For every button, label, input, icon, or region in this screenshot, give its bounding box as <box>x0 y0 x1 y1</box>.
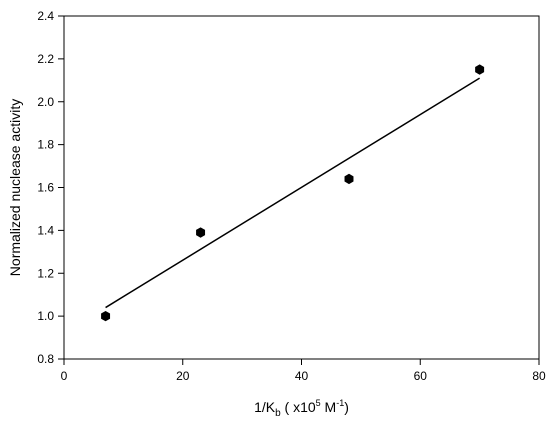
y-axis: 0.8 1.0 1.2 1.4 1.6 1.8 2.0 2.2 2.4 <box>37 9 64 366</box>
x-tick-label: 20 <box>176 369 190 383</box>
regression-line <box>105 77 481 309</box>
data-point <box>196 227 206 238</box>
x-axis-title: 1/Kb ( x105 M-1) <box>254 398 349 419</box>
data-point <box>344 173 354 185</box>
x-tick-label: 40 <box>295 369 309 383</box>
x-tick-label: 80 <box>532 369 546 383</box>
y-tick-label: 1.2 <box>37 266 54 280</box>
data-point <box>475 64 485 75</box>
y-tick-label: 2.2 <box>37 52 54 66</box>
x-tick-label: 60 <box>414 369 428 383</box>
y-axis-title: Normalized nuclease activity <box>7 99 23 276</box>
y-tick-label: 0.8 <box>37 352 54 366</box>
y-tick-label: 1.4 <box>37 223 54 237</box>
y-tick-label: 1.8 <box>37 138 54 152</box>
x-axis: 0 20 40 60 80 <box>61 359 546 383</box>
data-point <box>101 310 111 322</box>
y-tick-label: 2.0 <box>37 95 54 109</box>
data-points <box>101 64 485 322</box>
y-tick-label: 1.6 <box>37 181 54 195</box>
x-tick-label: 0 <box>61 369 68 383</box>
y-tick-label: 1.0 <box>37 309 54 323</box>
y-tick-label: 2.4 <box>37 9 54 23</box>
